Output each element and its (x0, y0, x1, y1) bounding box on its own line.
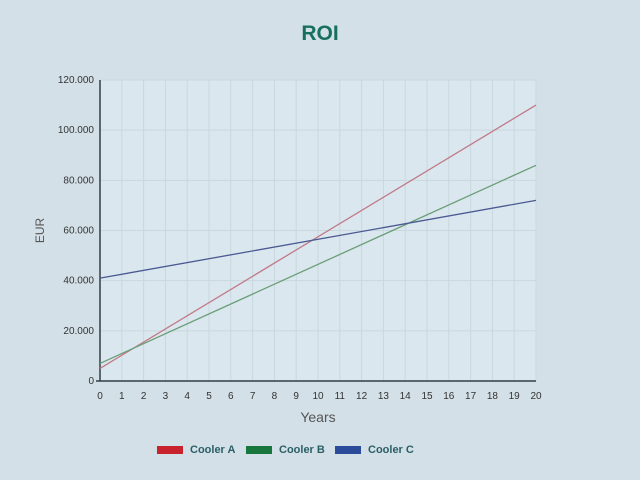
x-tick-label: 6 (228, 391, 234, 402)
legend-label: Cooler B (279, 444, 325, 456)
legend-swatch (335, 446, 361, 454)
y-tick-label: 40.000 (63, 276, 94, 287)
x-tick-label: 10 (312, 391, 324, 402)
x-tick-label: 7 (250, 391, 256, 402)
series-line-cooler-b (99, 164, 537, 365)
x-tick-label: 18 (487, 391, 499, 402)
x-tick-label: 8 (272, 391, 278, 402)
legend-swatch (246, 446, 272, 454)
x-tick-label: 12 (356, 391, 368, 402)
x-tick-label: 5 (206, 391, 212, 402)
legend-item: Cooler B (246, 444, 325, 456)
x-axis-label: Years (300, 409, 335, 425)
x-tick-label: 20 (530, 391, 542, 402)
x-tick-label: 16 (443, 391, 455, 402)
x-tick-label: 13 (378, 391, 390, 402)
legend-item: Cooler C (335, 444, 414, 456)
x-tick-label: 0 (97, 391, 103, 402)
y-tick-label: 20.000 (63, 326, 94, 337)
y-tick-label: 120.000 (58, 75, 95, 86)
x-tick-label: 2 (141, 391, 147, 402)
x-tick-label: 15 (421, 391, 433, 402)
legend-swatch (157, 446, 183, 454)
legend-label: Cooler A (190, 444, 236, 456)
legend-item: Cooler A (157, 444, 235, 456)
x-tick-label: 11 (335, 391, 346, 402)
y-tick-label: 60.000 (63, 226, 94, 237)
chart-title: ROI (301, 22, 339, 45)
x-tick-label: 17 (465, 391, 477, 402)
series-line-cooler-c (99, 199, 537, 279)
x-tick-label: 9 (293, 391, 299, 402)
y-tick-label: 0 (88, 376, 94, 387)
legend-label: Cooler C (368, 444, 414, 456)
x-tick-label: 1 (119, 391, 125, 402)
x-tick-label: 14 (400, 391, 412, 402)
y-tick-label: 100.000 (58, 125, 95, 136)
y-axis-label: EUR (33, 218, 47, 244)
series-line-cooler-a (99, 104, 537, 370)
x-tick-label: 19 (509, 391, 521, 402)
x-tick-label: 3 (163, 391, 169, 402)
y-tick-label: 80.000 (63, 175, 94, 186)
x-tick-label: 4 (184, 391, 190, 402)
